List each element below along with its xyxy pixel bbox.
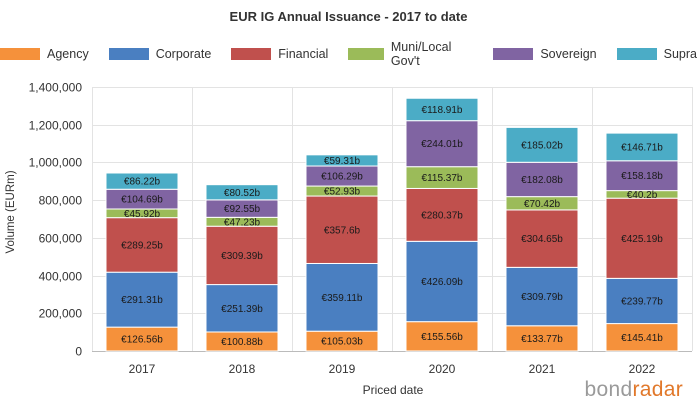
- bar-segment[interactable]: [405, 97, 479, 122]
- data-label: €158.18b: [621, 171, 663, 182]
- legend-item[interactable]: Supra: [616, 40, 697, 68]
- bar-segment[interactable]: [505, 126, 579, 163]
- data-label: €425.19b: [621, 234, 663, 245]
- bar-segment[interactable]: [505, 161, 579, 198]
- data-label: €357.6b: [324, 225, 361, 236]
- data-label: €182.08b: [521, 175, 563, 186]
- legend-label: Sovereign: [540, 47, 597, 61]
- data-label: €291.31b: [121, 295, 163, 306]
- legend-swatch: [0, 48, 40, 60]
- x-tick-label: 2018: [229, 362, 256, 376]
- grid-lines: [92, 87, 693, 352]
- y-tick-label: 1,200,000: [29, 119, 83, 133]
- bar-labels: €126.56b €291.31b €289.25b €45.92b €104.69b €…: [121, 105, 663, 348]
- legend-swatch: [616, 48, 657, 60]
- legend: Agency Corporate Financial Muni/Local Gov't…: [0, 40, 697, 68]
- bar-segment[interactable]: [605, 277, 679, 325]
- legend-label: Agency: [47, 47, 89, 61]
- bar-segment[interactable]: [205, 284, 279, 333]
- data-label: €309.39b: [221, 251, 263, 262]
- bar-segment[interactable]: [305, 154, 379, 167]
- data-label: €47.23b: [224, 217, 261, 228]
- data-label: €115.37b: [422, 173, 463, 184]
- data-label: €45.92b: [124, 209, 161, 220]
- legend-label: Muni/Local Gov't: [390, 40, 452, 68]
- legend-label: Financial: [278, 47, 329, 61]
- y-tick-label: 800,000: [39, 194, 83, 208]
- legend-item[interactable]: Muni/Local Gov't: [348, 40, 473, 68]
- legend-item[interactable]: Sovereign: [493, 40, 597, 68]
- x-tick-label: 2021: [529, 362, 556, 376]
- data-label: €104.69b: [121, 195, 163, 206]
- data-label: €185.02b: [521, 140, 563, 151]
- data-label: €118.91b: [422, 105, 463, 116]
- y-axis-label: Volume (EURm): [5, 170, 17, 253]
- data-label: €289.25b: [121, 240, 163, 251]
- bar-segment[interactable]: [305, 195, 379, 264]
- y-tick-label: 400,000: [39, 270, 83, 284]
- x-tick-label: 2019: [329, 362, 356, 376]
- y-tick-label: 200,000: [39, 307, 83, 321]
- legend-swatch: [348, 48, 384, 60]
- bar-segment[interactable]: [405, 120, 479, 168]
- axes: 0 200,000 400,000 600,000 800,000 1,000,000 1,…: [29, 81, 656, 377]
- legend-item[interactable]: Agency: [0, 40, 89, 68]
- bar-segment[interactable]: [105, 172, 179, 190]
- data-label: €126.56b: [121, 335, 163, 346]
- legend-swatch: [231, 48, 272, 60]
- data-label: €92.55b: [224, 204, 261, 215]
- data-label: €52.93b: [324, 187, 361, 198]
- data-label: €106.29b: [321, 172, 363, 183]
- x-axis-label: Priced date: [363, 383, 424, 397]
- data-label: €359.11b: [322, 293, 363, 304]
- data-label: €244.01b: [421, 139, 463, 150]
- bar-segment[interactable]: [305, 262, 379, 332]
- x-tick-label: 2022: [629, 362, 656, 376]
- y-tick-label: 0: [75, 345, 82, 359]
- bar-segment[interactable]: [405, 321, 479, 352]
- y-tick-label: 600,000: [39, 232, 83, 246]
- data-label: €59.31b: [324, 156, 361, 167]
- legend-swatch: [493, 48, 534, 60]
- data-label: €105.03b: [321, 337, 363, 348]
- legend-swatch: [108, 48, 149, 60]
- y-tick-label: 1,400,000: [29, 81, 83, 95]
- bar-segment[interactable]: [205, 225, 279, 286]
- legend-item[interactable]: Financial: [231, 40, 328, 68]
- x-tick-label: 2017: [129, 362, 156, 376]
- x-tick-label: 2020: [429, 362, 456, 376]
- data-label: €145.41b: [621, 333, 663, 344]
- bar-segment[interactable]: [605, 132, 679, 162]
- data-label: €304.65b: [521, 234, 563, 245]
- data-label: €100.88b: [221, 337, 263, 348]
- brand-part-1: bond: [584, 378, 633, 401]
- data-label: €426.09b: [421, 277, 463, 288]
- chart-title: EUR IG Annual Issuance - 2017 to date: [229, 9, 468, 24]
- data-label: €309.79b: [521, 292, 563, 303]
- data-label: €239.77b: [621, 296, 663, 307]
- brand-logo: bondradar: [585, 378, 683, 402]
- data-label: €146.71b: [621, 142, 663, 153]
- legend-label: Supra: [663, 47, 697, 61]
- data-label: €70.42b: [524, 199, 561, 210]
- bars: [105, 97, 679, 352]
- data-label: €251.39b: [221, 304, 263, 315]
- data-label: €40.2b: [627, 190, 658, 201]
- data-label: €280.37b: [421, 210, 463, 221]
- bar-segment[interactable]: [505, 325, 579, 352]
- data-label: €80.52b: [224, 188, 261, 199]
- data-label: €155.56b: [421, 332, 463, 343]
- data-label: €133.77b: [521, 334, 563, 345]
- legend-label: Corporate: [155, 47, 212, 61]
- bar-segment[interactable]: [605, 160, 679, 192]
- brand-part-2: radar: [632, 378, 683, 401]
- bar-segment[interactable]: [405, 240, 479, 323]
- legend-item[interactable]: Corporate: [108, 40, 212, 68]
- bar-segment[interactable]: [505, 209, 579, 268]
- data-label: €86.22b: [124, 177, 161, 188]
- bar-segment[interactable]: [205, 184, 279, 201]
- bar-segment[interactable]: [605, 197, 679, 279]
- y-tick-label: 1,000,000: [29, 156, 83, 170]
